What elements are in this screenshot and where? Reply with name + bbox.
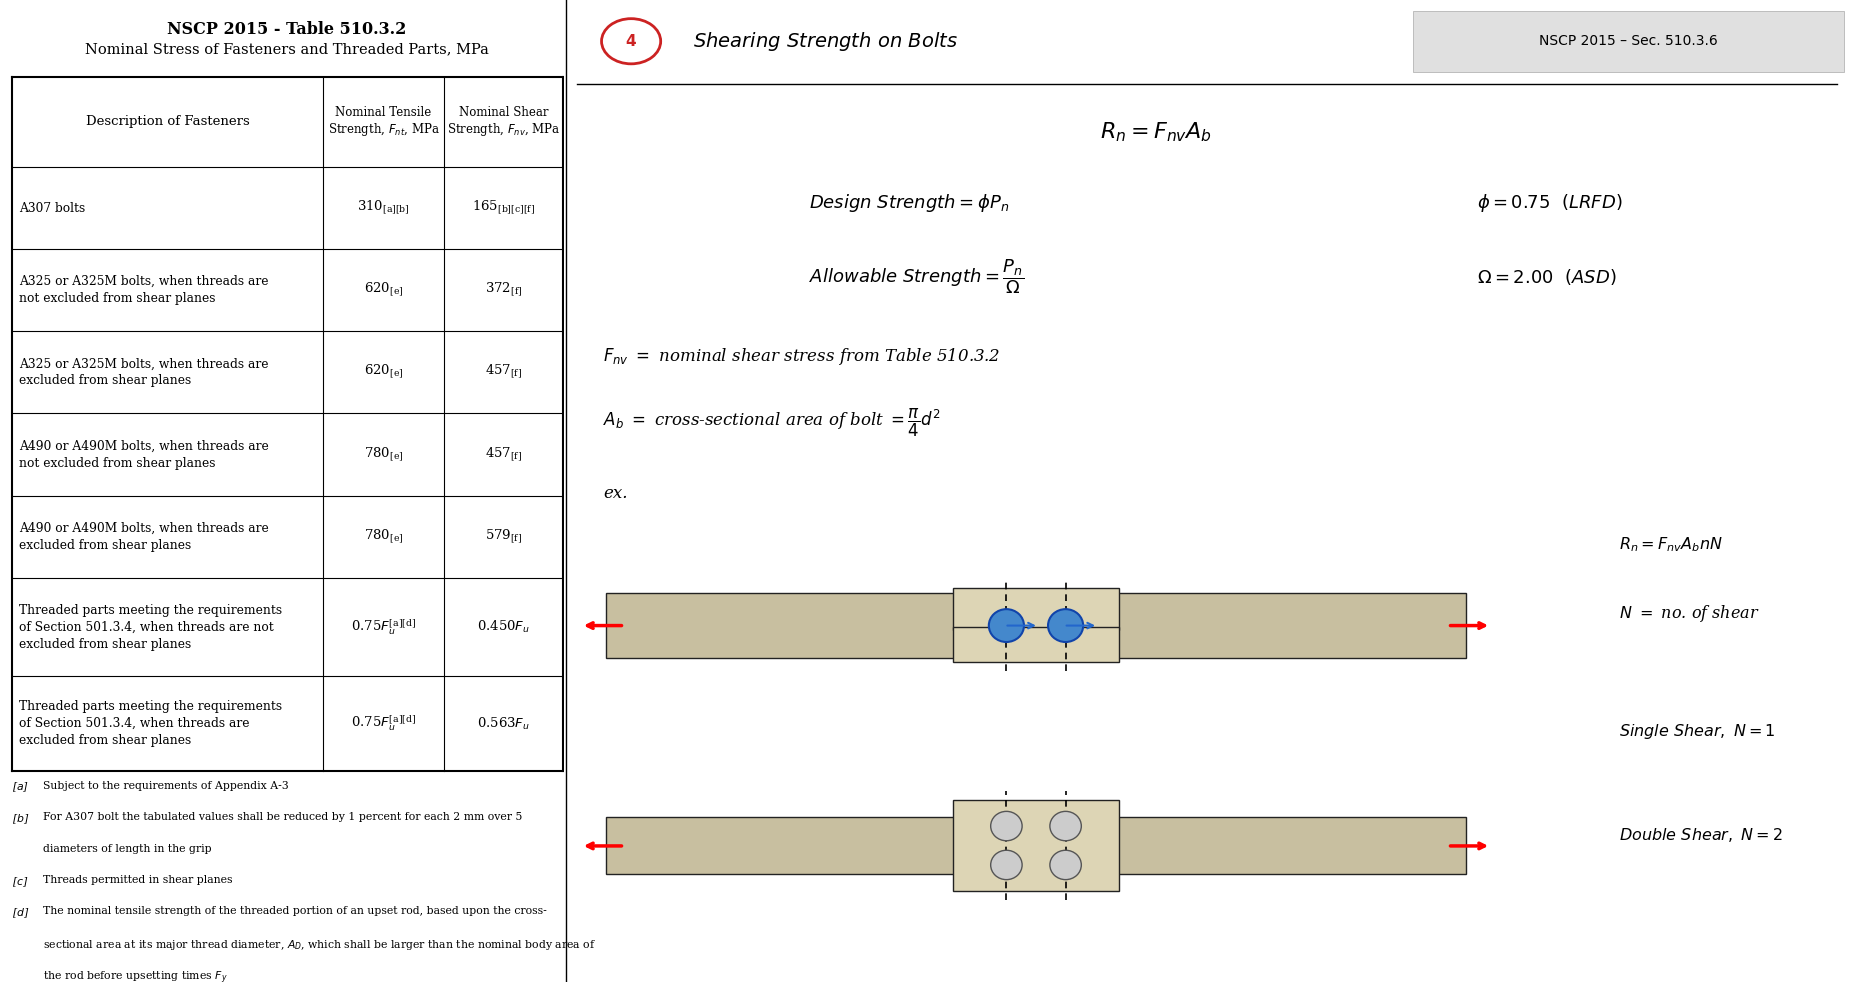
Text: 620$_{\mathregular{[e]}}$: 620$_{\mathregular{[e]}}$ [364,281,403,300]
Text: ex.: ex. [603,485,627,503]
Circle shape [992,811,1021,841]
Text: Threads permitted in shear planes: Threads permitted in shear planes [43,875,231,885]
Text: A490 or A490M bolts, when threads are
not excluded from shear planes: A490 or A490M bolts, when threads are no… [18,440,268,469]
Text: $F_{nv}\ =\ $nominal shear stress from Table 510.3.2: $F_{nv}\ =\ $nominal shear stress from T… [603,346,1001,367]
Text: 0.563$F_u$: 0.563$F_u$ [477,716,529,732]
Text: [$a$]: [$a$] [13,781,30,794]
Text: 4: 4 [625,33,636,49]
Text: $Design\ Strength = \phi P_n$: $Design\ Strength = \phi P_n$ [808,192,1008,214]
Text: $R_n = F_{nv}A_b nN$: $R_n = F_{nv}A_b nN$ [1619,535,1722,555]
Bar [953,627,1119,662]
Text: $\phi = 0.75\ \ (LRFD)$: $\phi = 0.75\ \ (LRFD)$ [1476,192,1622,214]
Text: 620$_{\mathregular{[e]}}$: 620$_{\mathregular{[e]}}$ [364,363,403,381]
Text: sectional area at its major thread diameter, $A_D$, which shall be larger than t: sectional area at its major thread diame… [43,938,596,952]
Circle shape [1051,850,1080,880]
Text: A490 or A490M bolts, when threads are
excluded from shear planes: A490 or A490M bolts, when threads are ex… [18,521,268,552]
Text: NSCP 2015 - Table 510.3.2: NSCP 2015 - Table 510.3.2 [166,21,407,37]
Circle shape [601,19,660,64]
Circle shape [1051,811,1080,841]
Text: 780$_{\mathregular{[e]}}$: 780$_{\mathregular{[e]}}$ [364,527,403,546]
Bar [1064,817,1465,874]
Text: $N\ =\ $no. of shear: $N\ =\ $no. of shear [1619,603,1759,625]
Text: 457$_{\mathregular{[f]}}$: 457$_{\mathregular{[f]}}$ [485,446,522,464]
Text: For A307 bolt the tabulated values shall be reduced by 1 percent for each 2 mm o: For A307 bolt the tabulated values shall… [43,812,522,822]
FancyBboxPatch shape [1413,11,1844,72]
Text: A325 or A325M bolts, when threads are
not excluded from shear planes: A325 or A325M bolts, when threads are no… [18,275,268,305]
Bar [1064,593,1465,658]
Text: $Allowable\ Strength = \dfrac{P_n}{\Omega}$: $Allowable\ Strength = \dfrac{P_n}{\Omeg… [808,257,1023,297]
Text: 310$_{\mathregular{[a][b]}}$: 310$_{\mathregular{[a][b]}}$ [357,199,411,217]
Text: 780$_{\mathregular{[e]}}$: 780$_{\mathregular{[e]}}$ [364,446,403,464]
Text: 579$_{\mathregular{[f]}}$: 579$_{\mathregular{[f]}}$ [485,527,522,546]
Text: $\it{Shearing\ Strength\ on\ Bolts}$: $\it{Shearing\ Strength\ on\ Bolts}$ [694,29,958,53]
Text: 0.75$F_u^{\mathregular{[a][d]}}$: 0.75$F_u^{\mathregular{[a][d]}}$ [352,618,416,636]
Text: Threaded parts meeting the requirements
of Section 501.3.4, when threads are
exc: Threaded parts meeting the requirements … [18,700,281,747]
Text: Nominal Tensile
Strength, $F_{nt}$, MPa: Nominal Tensile Strength, $F_{nt}$, MPa [327,106,440,138]
Text: [$d$]: [$d$] [13,906,30,920]
Text: the rod before upsetting times $F_y$: the rod before upsetting times $F_y$ [43,969,228,982]
Circle shape [1047,609,1084,642]
Text: A307 bolts: A307 bolts [18,201,85,214]
Bar [607,593,1008,658]
Text: 0.450$F_u$: 0.450$F_u$ [477,619,529,635]
Bar [953,800,1119,891]
Text: 372$_{\mathregular{[f]}}$: 372$_{\mathregular{[f]}}$ [485,281,522,300]
Text: 457$_{\mathregular{[f]}}$: 457$_{\mathregular{[f]}}$ [485,363,522,381]
Text: $\Omega = 2.00\ \ (ASD)$: $\Omega = 2.00\ \ (ASD)$ [1476,267,1617,287]
Text: 0.75$F_u^{\mathregular{[a][d]}}$: 0.75$F_u^{\mathregular{[a][d]}}$ [352,714,416,734]
Text: $R_n = F_{nv}A_b$: $R_n = F_{nv}A_b$ [1099,121,1212,144]
Text: [$b$]: [$b$] [13,812,30,826]
Text: Subject to the requirements of Appendix A-3: Subject to the requirements of Appendix … [43,781,289,791]
Circle shape [988,609,1025,642]
Text: The nominal tensile strength of the threaded portion of an upset rod, based upon: The nominal tensile strength of the thre… [43,906,546,916]
Text: Threaded parts meeting the requirements
of Section 501.3.4, when threads are not: Threaded parts meeting the requirements … [18,604,281,651]
Bar [953,588,1119,629]
Text: [$c$]: [$c$] [13,875,28,889]
Text: A325 or A325M bolts, when threads are
excluded from shear planes: A325 or A325M bolts, when threads are ex… [18,357,268,387]
Text: Nominal Shear
Strength, $F_{nv}$, MPa: Nominal Shear Strength, $F_{nv}$, MPa [446,106,561,138]
Text: Nominal Stress of Fasteners and Threaded Parts, MPa: Nominal Stress of Fasteners and Threaded… [85,42,488,56]
Text: 165$_{\mathregular{[b][c][f]}}$: 165$_{\mathregular{[b][c][f]}}$ [472,199,535,217]
Text: $Single\ Shear,\ N = 1$: $Single\ Shear,\ N = 1$ [1619,722,1776,741]
Text: $Double\ Shear,\ N = 2$: $Double\ Shear,\ N = 2$ [1619,826,1783,844]
Text: $A_b\ =\ $cross-sectional area of bolt $= \dfrac{\pi}{4}d^2$: $A_b\ =\ $cross-sectional area of bolt $… [603,408,940,439]
Circle shape [992,850,1021,880]
Bar [607,817,1008,874]
Text: NSCP 2015 – Sec. 510.3.6: NSCP 2015 – Sec. 510.3.6 [1539,34,1719,48]
Text: Description of Fasteners: Description of Fasteners [85,115,250,129]
Text: diameters of length in the grip: diameters of length in the grip [43,844,211,853]
